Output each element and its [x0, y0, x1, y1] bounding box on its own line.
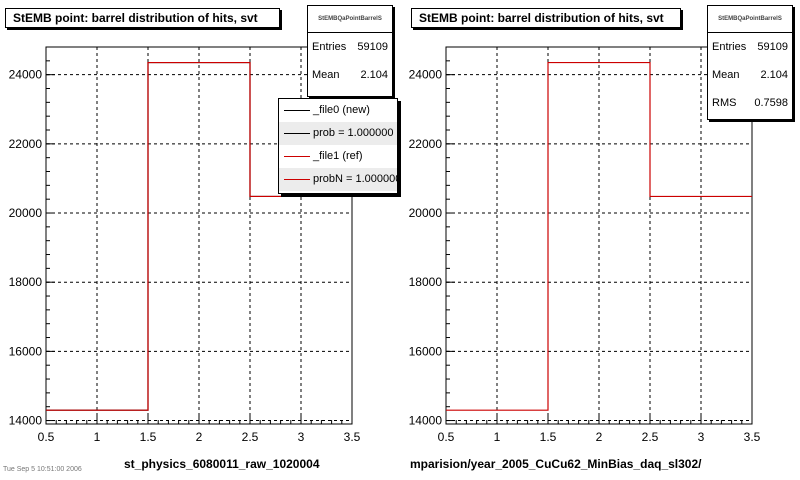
right-xtick-label-3: 2 — [596, 430, 603, 444]
right-ytick-label-3: 20000 — [409, 206, 443, 220]
right-xtick-label-0: 0.5 — [438, 430, 455, 444]
legend-entry-prob: prob = 1.000000 — [279, 122, 397, 145]
legend-entry-probn: probN = 1.000000 — [279, 168, 397, 191]
right-ytick-label-1: 16000 — [409, 344, 443, 358]
right-stats-rms: RMS 0.7598 — [708, 89, 792, 117]
right-stats-entries-key: Entries — [712, 41, 747, 53]
footer-timestamp: Tue Sep 5 10:51:00 2006 — [3, 466, 82, 473]
left-stats-entries-key: Entries — [312, 41, 347, 53]
legend-entry-file1: _file1 (ref) — [279, 145, 397, 168]
right-xtick-label-1: 1 — [494, 430, 501, 444]
left-stats-name: StEMBQaPointBarrelS — [308, 6, 392, 33]
legend-label-prob: prob = 1.000000 — [313, 127, 394, 139]
right-stats-mean-key: Mean — [712, 69, 740, 81]
right-stats-rms-value: 0.7598 — [754, 97, 788, 109]
right-stats-mean-value: 2.104 — [760, 69, 788, 81]
right-file-label: mparision/year_2005_CuCu62_MinBias_daq_s… — [410, 457, 702, 471]
legend-entry-file0: _file0 (new) — [279, 99, 397, 122]
right-stats-entries-value: 59109 — [757, 41, 788, 53]
left-stats-mean-value: 2.104 — [360, 69, 388, 81]
left-ytick-label-2: 18000 — [9, 275, 43, 289]
left-series-1-line — [46, 61, 352, 411]
left-stats-entries: Entries 59109 — [308, 33, 392, 61]
legend-label-file0: _file0 (new) — [313, 104, 370, 116]
left-xtick-label-3: 2 — [196, 430, 203, 444]
right-stats-name: StEMBQaPointBarrelS — [708, 6, 792, 33]
left-ytick-label-4: 22000 — [9, 137, 43, 151]
legend-swatch-file1 — [284, 156, 310, 157]
legend-swatch-prob — [284, 133, 310, 134]
legend-label-file1: _file1 (ref) — [313, 150, 363, 162]
left-xtick-label-1: 1 — [94, 430, 101, 444]
right-xtick-label-5: 3 — [698, 430, 705, 444]
right-xtick-label-6: 3.5 — [744, 430, 761, 444]
left-ytick-label-5: 24000 — [9, 68, 43, 82]
right-ytick-label-2: 18000 — [409, 275, 443, 289]
right-stats-rms-key: RMS — [712, 97, 737, 109]
right-stats-mean: Mean 2.104 — [708, 61, 792, 89]
left-ytick-label-0: 14000 — [9, 414, 43, 428]
left-xtick-label-2: 1.5 — [140, 430, 157, 444]
right-series-0-line — [446, 61, 752, 411]
right-xtick-label-4: 2.5 — [642, 430, 659, 444]
left-xtick-label-0: 0.5 — [38, 430, 55, 444]
left-chart-title: StEMB point: barrel distribution of hits… — [5, 8, 280, 28]
right-ytick-label-0: 14000 — [409, 414, 443, 428]
left-stats-mean: Mean 2.104 — [308, 61, 392, 89]
left-xtick-label-4: 2.5 — [242, 430, 259, 444]
left-stats-mean-key: Mean — [312, 69, 340, 81]
right-stats-entries: Entries 59109 — [708, 33, 792, 61]
left-stats-box: StEMBQaPointBarrelS Entries 59109 Mean 2… — [307, 5, 393, 97]
left-legend: _file0 (new) prob = 1.000000 _file1 (ref… — [278, 98, 398, 194]
left-ytick-label-3: 20000 — [9, 206, 43, 220]
right-ytick-label-4: 22000 — [409, 137, 443, 151]
right-stats-box: StEMBQaPointBarrelS Entries 59109 Mean 2… — [707, 5, 793, 120]
legend-label-probn: probN = 1.000000 — [313, 173, 398, 185]
left-file-label: st_physics_6080011_raw_1020004 — [124, 457, 320, 471]
left-ytick-label-1: 16000 — [9, 344, 43, 358]
left-xtick-label-5: 3 — [298, 430, 305, 444]
right-chart-title: StEMB point: barrel distribution of hits… — [411, 8, 681, 28]
right-ytick-label-5: 24000 — [409, 68, 443, 82]
left-stats-entries-value: 59109 — [357, 41, 388, 53]
legend-swatch-file0 — [284, 110, 310, 111]
left-xtick-label-6: 3.5 — [344, 430, 361, 444]
right-xtick-label-2: 1.5 — [540, 430, 557, 444]
legend-swatch-probn — [284, 179, 310, 180]
